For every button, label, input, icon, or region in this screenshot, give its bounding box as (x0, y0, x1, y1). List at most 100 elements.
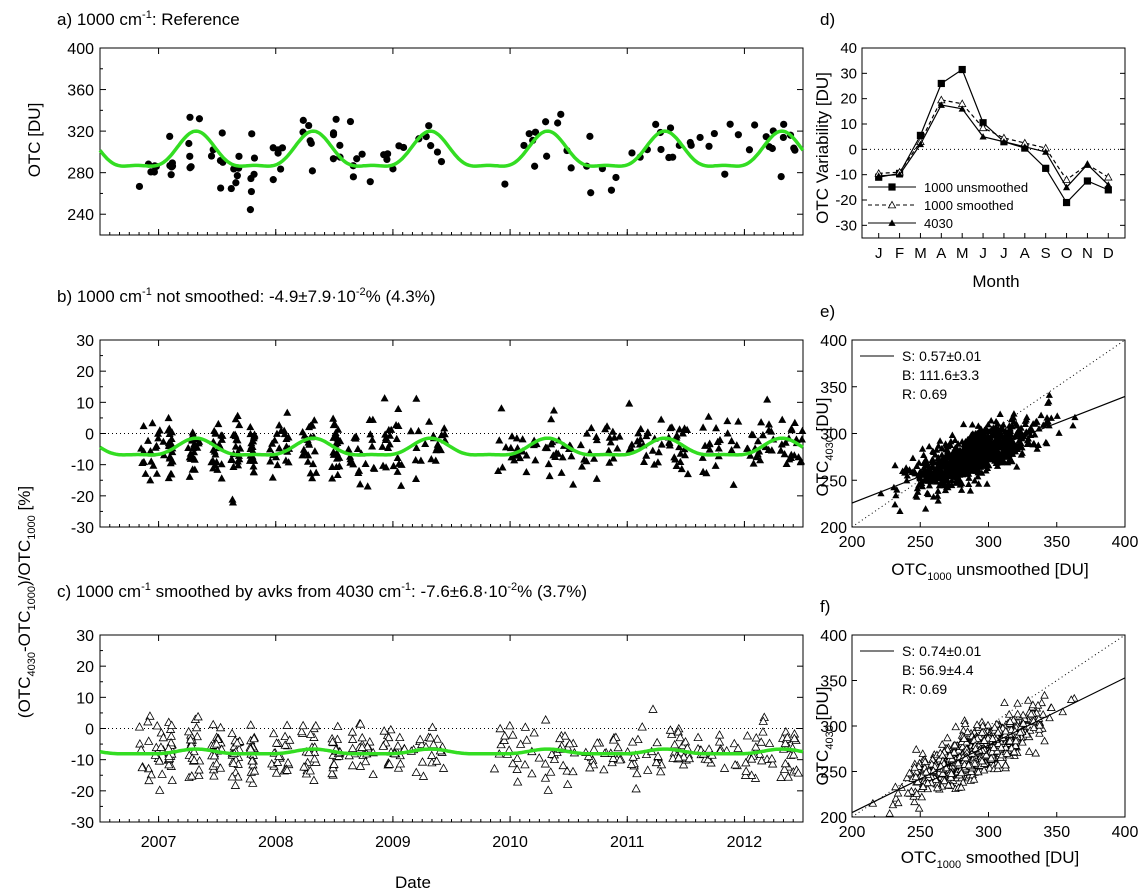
data-point (993, 429, 1001, 436)
data-point (554, 449, 563, 457)
data-point (956, 782, 966, 791)
data-point (406, 426, 415, 435)
data-point (346, 452, 355, 460)
x-tick-label: D (1103, 245, 1114, 262)
data-point (1011, 741, 1020, 749)
data-point (232, 737, 242, 747)
data-point (515, 739, 526, 748)
data-point (235, 420, 244, 429)
data-point (780, 738, 790, 748)
data-point (778, 415, 787, 423)
series-point (979, 119, 987, 127)
data-point (436, 445, 445, 454)
data-point (983, 480, 991, 487)
data-point (713, 437, 722, 446)
data-point (1044, 399, 1052, 406)
data-point (742, 730, 753, 740)
data-point (608, 427, 617, 435)
data-point (911, 744, 921, 753)
y-tick-label: 40 (840, 40, 857, 57)
data-point (229, 462, 238, 470)
data-point (230, 780, 241, 789)
data-point (437, 157, 446, 166)
data-point (148, 419, 157, 427)
data-point (918, 479, 926, 487)
data-point (651, 757, 662, 767)
data-point (394, 404, 403, 413)
data-point (248, 442, 257, 451)
data-point (590, 454, 599, 462)
data-point (945, 750, 955, 759)
data-point (944, 447, 952, 455)
data-point (512, 777, 523, 786)
panel-f-title: f) (820, 597, 830, 616)
data-point (959, 452, 967, 459)
data-point (1021, 417, 1029, 424)
y-tick-label: 20 (76, 659, 94, 676)
data-point (949, 464, 957, 472)
data-point (980, 426, 989, 434)
data-point (306, 421, 315, 429)
data-point (703, 754, 713, 764)
series-point (875, 172, 883, 179)
data-point (902, 773, 912, 782)
series-point (958, 105, 966, 112)
data-point (249, 467, 258, 475)
data-point (211, 739, 222, 748)
data-point (505, 720, 515, 730)
data-point (1035, 720, 1044, 729)
data-point (949, 747, 959, 756)
data-point (234, 461, 243, 469)
data-point (767, 753, 777, 763)
y-tick-label: 10 (76, 395, 94, 412)
data-point (576, 440, 585, 449)
data-point (520, 759, 530, 769)
data-point (960, 719, 970, 728)
data-point (299, 116, 307, 124)
data-point (938, 456, 946, 463)
data-point (208, 719, 218, 729)
data-point (948, 431, 956, 438)
data-point (193, 711, 203, 721)
data-point (189, 755, 199, 764)
data-point (668, 753, 678, 762)
data-point (910, 762, 919, 771)
data-point (996, 743, 1006, 751)
series-point (1083, 160, 1092, 168)
data-point (512, 434, 521, 442)
data-point (993, 764, 1002, 773)
data-point (246, 720, 256, 729)
data-point (355, 761, 366, 770)
data-point (903, 788, 913, 797)
data-point (299, 762, 309, 771)
x-tick-label: 350 (1043, 824, 1070, 841)
data-point (1013, 421, 1021, 429)
series-point (1104, 186, 1112, 194)
data-point (282, 720, 292, 729)
data-point (304, 747, 314, 757)
data-point (1029, 723, 1039, 731)
data-point (628, 149, 636, 157)
data-point (248, 130, 256, 138)
data-point (592, 474, 601, 482)
data-point (278, 144, 287, 152)
data-point (542, 118, 550, 126)
data-point (989, 743, 999, 751)
data-point (976, 425, 985, 432)
panel-e-xlabel: OTC1000 unsmoothed [DU] (891, 560, 1088, 583)
data-point (431, 756, 442, 765)
data-point (158, 732, 168, 742)
data-point (932, 783, 942, 792)
data-point (1006, 424, 1014, 432)
data-point (268, 439, 277, 447)
data-point (333, 470, 342, 478)
data-point (389, 461, 398, 470)
data-point (233, 772, 243, 781)
data-point (913, 484, 921, 492)
data-point (531, 162, 539, 170)
data-point (977, 756, 987, 765)
data-point (607, 186, 616, 194)
data-point (714, 730, 725, 739)
data-point (185, 139, 193, 148)
